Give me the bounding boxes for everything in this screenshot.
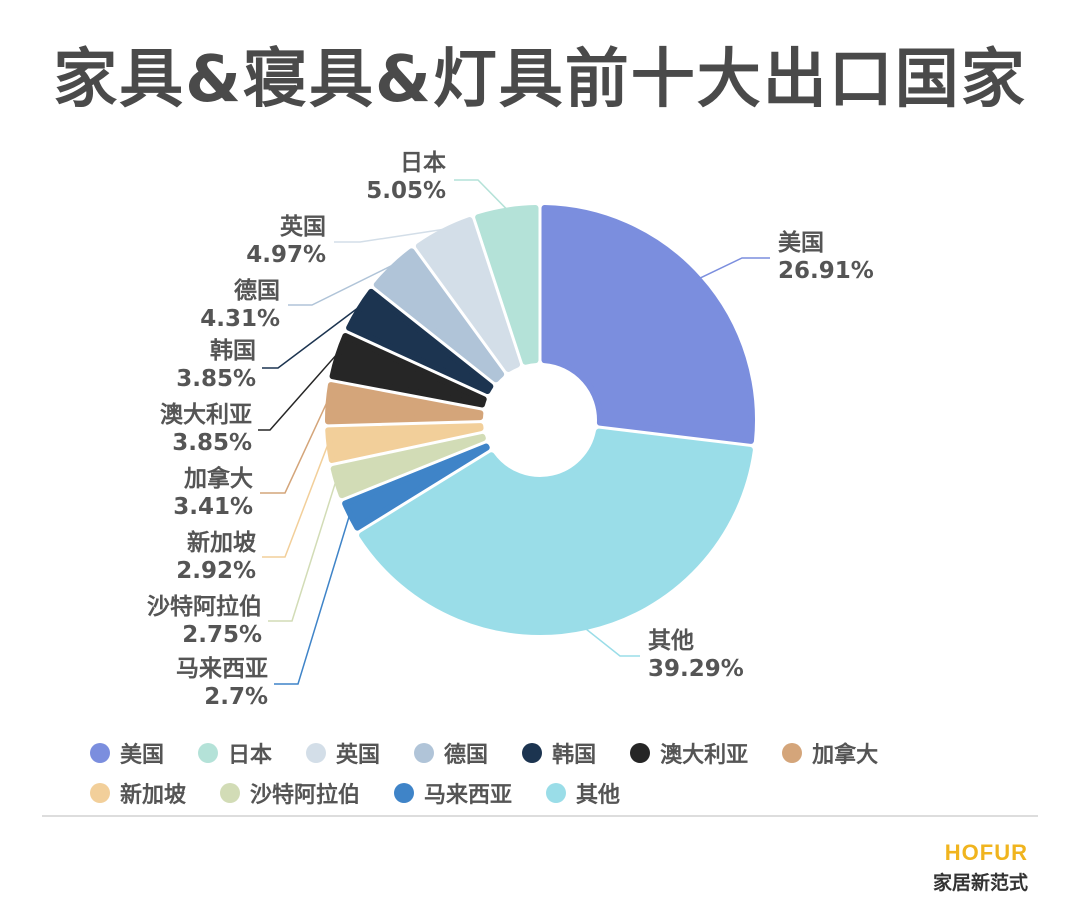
slice-label-name-singapore: 新加坡	[187, 529, 256, 556]
legend-item-korea[interactable]: 韩国	[522, 737, 596, 769]
leader-line-japan	[454, 179, 507, 210]
pie-slice-japan[interactable]	[475, 205, 539, 365]
legend-label: 沙特阿拉伯	[250, 783, 361, 808]
legend-item-australia[interactable]: 澳大利亚	[630, 737, 748, 769]
pie-slice-uk[interactable]	[415, 217, 521, 372]
legend-label: 马来西亚	[424, 783, 513, 808]
legend-label: 美国	[120, 743, 165, 768]
legend-dot-icon	[546, 783, 567, 803]
leader-line-singapore	[262, 445, 329, 558]
slice-label-value-korea: 3.85%	[176, 366, 256, 392]
pie-slice-usa[interactable]	[541, 205, 755, 444]
pie-slice-singapore[interactable]	[325, 423, 484, 463]
slice-label-value-usa: 26.91%	[778, 258, 874, 284]
slice-label-name-japan: 日本	[400, 150, 446, 176]
legend-item-canada[interactable]: 加拿大	[782, 737, 878, 769]
leader-line-korea	[262, 307, 358, 369]
pie-slice-australia[interactable]	[329, 333, 487, 408]
legend-label: 新加坡	[120, 783, 187, 808]
slice-label-value-japan: 5.05%	[366, 178, 446, 204]
slice-label-name-canada: 加拿大	[183, 465, 253, 492]
pie-slice-other[interactable]	[359, 428, 753, 635]
slice-label-name-usa: 美国	[778, 229, 824, 256]
slice-label-value-singapore: 2.92%	[176, 558, 256, 584]
pie-slice-germany[interactable]	[373, 248, 505, 383]
legend-dot-icon	[198, 743, 219, 763]
legend-dot-icon	[630, 743, 651, 763]
legend-dot-icon	[306, 743, 327, 763]
slice-label-value-malaysia: 2.7%	[204, 684, 268, 710]
leader-line-australia	[258, 354, 337, 431]
leader-line-uk	[334, 228, 443, 243]
legend-item-usa[interactable]: 美国	[90, 737, 164, 769]
pie-slice-korea[interactable]	[346, 288, 494, 395]
legend-label: 其他	[576, 783, 621, 808]
slice-label-value-australia: 3.85%	[172, 430, 252, 456]
slice-label-value-canada: 3.41%	[173, 494, 253, 520]
chart-title: 家具&寝具&灯具前十大出口国家	[53, 43, 1027, 117]
leader-line-canada	[260, 402, 328, 494]
slice-label-name-other: 其他	[648, 628, 694, 654]
legend-dot-icon	[90, 743, 110, 763]
legend-dot-icon	[220, 783, 241, 803]
slice-label-value-other: 39.29%	[648, 656, 744, 682]
legend-dot-icon	[782, 743, 803, 763]
brand-logo: HOFUR 家居新范式	[933, 840, 1028, 895]
legend-item-malaysia[interactable]: 马来西亚	[394, 777, 512, 809]
chart-legend: 美国 日本 英国 德国 韩国 澳大利亚 加拿大 新加坡 沙特阿拉伯 马来西亚 其…	[90, 733, 1010, 813]
legend-dot-icon	[522, 743, 543, 763]
legend-label: 日本	[228, 743, 273, 768]
legend-label: 韩国	[552, 743, 597, 768]
leader-line-saudi-arabia	[268, 482, 337, 622]
legend-label: 加拿大	[812, 743, 879, 768]
pie-slice-malaysia[interactable]	[342, 443, 490, 531]
legend-dot-icon	[414, 743, 435, 763]
slice-label-name-australia: 澳大利亚	[160, 402, 252, 428]
legend-row-2: 新加坡 沙特阿拉伯 马来西亚 其他	[90, 773, 1010, 813]
legend-label: 澳大利亚	[660, 743, 749, 768]
slice-label-value-germany: 4.31%	[200, 306, 280, 332]
slice-label-name-germany: 德国	[234, 277, 280, 304]
legend-item-japan[interactable]: 日本	[198, 737, 272, 769]
leader-line-usa	[699, 257, 770, 279]
slice-label-name-malaysia: 马来西亚	[176, 656, 268, 682]
legend-item-singapore[interactable]: 新加坡	[90, 777, 186, 809]
legend-dot-icon	[394, 783, 415, 803]
slice-label-name-korea: 韩国	[210, 337, 256, 364]
slice-label-name-saudi-arabia: 沙特阿拉伯	[147, 593, 262, 620]
legend-item-uk[interactable]: 英国	[306, 737, 380, 769]
legend-item-saudi-arabia[interactable]: 沙特阿拉伯	[220, 777, 360, 809]
legend-row-1: 美国 日本 英国 德国 韩国 澳大利亚 加拿大	[90, 733, 1010, 773]
leader-line-malaysia	[274, 516, 350, 685]
footer-divider	[42, 815, 1038, 817]
slice-label-value-uk: 4.97%	[246, 242, 326, 268]
brand-name-cn: 家居新范式	[932, 872, 1028, 894]
brand-name-en: HOFUR	[944, 840, 1028, 865]
legend-label: 德国	[444, 743, 489, 768]
legend-item-other[interactable]: 其他	[546, 777, 620, 809]
legend-label: 英国	[336, 743, 381, 768]
legend-item-germany[interactable]: 德国	[414, 737, 488, 769]
slice-label-value-saudi-arabia: 2.75%	[182, 622, 262, 648]
leader-line-other	[585, 628, 640, 657]
slice-label-name-uk: 英国	[280, 213, 326, 240]
legend-dot-icon	[90, 783, 110, 803]
leader-line-germany	[288, 264, 393, 306]
pie-slice-saudi-arabia[interactable]	[330, 433, 486, 499]
pie-slice-canada[interactable]	[325, 382, 484, 425]
